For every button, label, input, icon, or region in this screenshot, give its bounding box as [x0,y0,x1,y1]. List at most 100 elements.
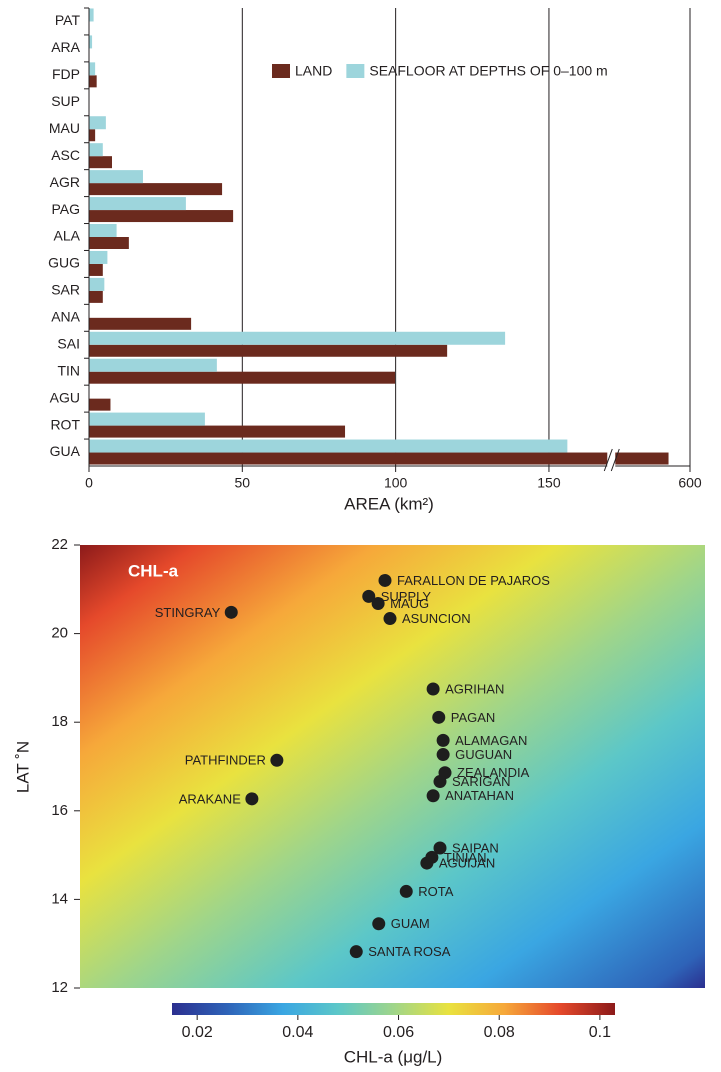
y-tick-label: SAR [51,282,80,298]
island-point [434,775,447,788]
y-tick-label: 12 [51,979,68,996]
colorbar-tick-label: 0.02 [182,1024,213,1041]
bar [89,170,143,183]
y-tick-label: 22 [51,536,68,553]
legend-swatch [346,64,364,78]
island-point [427,682,440,695]
y-tick-label: 14 [51,890,68,907]
island-label: ANATAHAN [445,788,514,803]
bar [89,318,191,330]
x-tick-label: 150 [537,475,561,491]
island-point [432,711,445,724]
y-tick-label: FDP [52,66,80,82]
y-tick-label: ASC [51,147,80,163]
y-tick-label: 18 [51,713,68,730]
map-title: CHL-a [128,561,179,580]
y-tick-label: AGU [50,389,80,405]
y-tick-label: TIN [57,362,80,378]
bar [89,359,217,372]
colorbar-tick-label: 0.04 [282,1024,313,1041]
x-tick-label: 0 [85,475,93,491]
bar [89,332,505,345]
bar [89,413,205,426]
legend-swatch [272,64,290,78]
x-tick-label: 600 [678,475,702,491]
bar [89,440,567,453]
island-point [420,857,433,870]
bar [89,116,106,129]
island-label: AGRIHAN [445,681,504,696]
island-label: ASUNCION [402,611,471,626]
bar [89,372,395,384]
bar [89,278,104,291]
y-tick-label: SUP [51,93,80,109]
bar [89,129,95,141]
island-label: STINGRAY [155,605,221,620]
island-point [270,754,283,767]
y-tick-label: AGR [50,174,80,190]
y-tick-label: GUG [48,255,80,271]
bar [89,399,110,411]
x-tick-label: 100 [384,475,408,491]
island-point [427,789,440,802]
y-tick-label: PAT [55,12,81,28]
y-tick-label: ARA [51,39,80,55]
island-label: GUGUAN [455,747,512,762]
island-point [437,734,450,747]
island-point [384,612,397,625]
y-tick-label: SAI [57,335,80,351]
island-label: ROTA [418,884,453,899]
y-tick-label: MAU [49,120,80,136]
bar [89,62,95,75]
bar [89,8,94,21]
legend-label: LAND [295,63,332,79]
bar [89,75,97,87]
island-point [379,574,392,587]
y-tick-label: GUA [50,443,81,459]
bar [89,143,103,156]
y-tick-label: PAG [51,201,80,217]
colorbar-tick-label: 0.1 [589,1024,611,1041]
bar [89,291,103,303]
colorbar [172,1003,615,1015]
x-axis-label: AREA (km²) [344,494,434,513]
island-point [245,792,258,805]
figure: AREA (km²) CHL-a LAT ˚N CHL-a (μg/L) 0 50… [0,0,721,1072]
island-point [437,748,450,761]
island-label: PATHFINDER [185,753,266,768]
island-label: SANTA ROSA [368,944,450,959]
bar [89,453,669,465]
island-label: ARAKANE [179,791,241,806]
bar [89,237,129,249]
colorbar-tick-label: 0.08 [484,1024,515,1041]
island-point [372,597,385,610]
island-label: AGUIJAN [439,856,495,871]
island-point [350,945,363,958]
y-tick-label: 20 [51,625,68,642]
bar [89,264,103,276]
y-tick-label: ALA [54,228,81,244]
island-label: GUAM [391,916,430,931]
y-tick-label: 16 [51,802,68,819]
y-tick-label: ANA [51,309,80,325]
bar [89,251,107,264]
bar [89,210,233,222]
island-label: FARALLON DE PAJAROS [397,573,550,588]
island-point [400,885,413,898]
bar [89,426,345,438]
y-tick-label: ROT [50,416,80,432]
y-axis-label: LAT ˚N [13,741,32,793]
island-point [225,606,238,619]
island-label: PAGAN [451,710,496,725]
island-label: MAUG [390,596,429,611]
bar [89,224,117,237]
island-label: ALAMAGAN [455,733,527,748]
colorbar-label: CHL-a (μg/L) [344,1047,443,1066]
bar [89,197,186,210]
colorbar-tick-label: 0.06 [383,1024,414,1041]
x-tick-label: 50 [235,475,251,491]
bar [89,345,447,357]
legend-label: SEAFLOOR AT DEPTHS OF 0–100 m [369,63,607,79]
bar [89,183,222,195]
island-point [372,917,385,930]
